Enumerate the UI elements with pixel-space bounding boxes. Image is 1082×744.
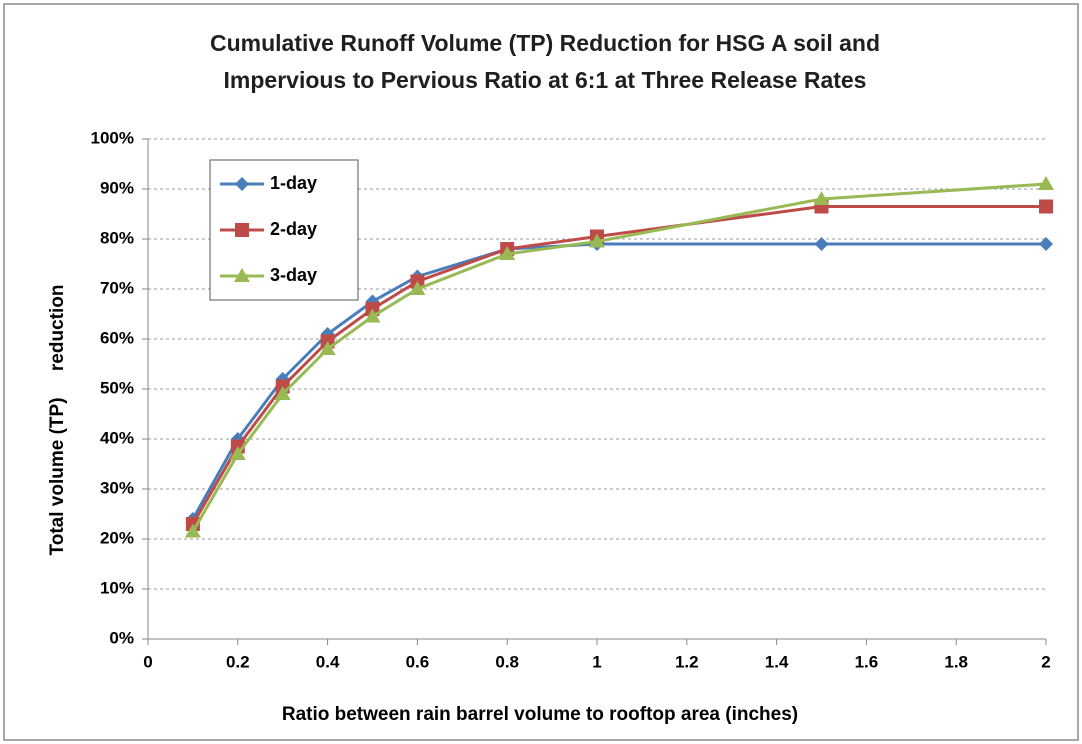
y-tick-label: 30% xyxy=(100,478,134,497)
x-tick-label: 1.8 xyxy=(944,652,968,671)
legend-label: 2-day xyxy=(270,219,317,239)
y-tick-label: 70% xyxy=(100,278,134,297)
x-tick-label: 1.6 xyxy=(855,652,879,671)
y-tick-label: 100% xyxy=(91,128,134,147)
x-tick-label: 0.8 xyxy=(495,652,519,671)
x-tick-label: 0.2 xyxy=(226,652,250,671)
legend-label: 1-day xyxy=(270,173,317,193)
x-tick-label: 1.2 xyxy=(675,652,699,671)
x-axis-label: Ratio between rain barrel volume to roof… xyxy=(282,704,798,725)
marker xyxy=(235,223,249,237)
marker xyxy=(813,191,830,205)
x-tick-label: 0 xyxy=(143,652,152,671)
marker xyxy=(319,341,336,355)
marker xyxy=(1039,237,1053,251)
chart-title: Impervious to Pervious Ratio at 6:1 at T… xyxy=(224,67,867,93)
x-tick-label: 1 xyxy=(592,652,601,671)
marker xyxy=(1039,199,1053,214)
marker xyxy=(229,446,246,460)
y-tick-label: 60% xyxy=(100,328,134,347)
x-tick-label: 1.4 xyxy=(765,652,789,671)
y-tick-label: 50% xyxy=(100,378,134,397)
marker xyxy=(499,246,516,260)
marker xyxy=(274,386,291,400)
chart-frame xyxy=(3,3,1079,741)
marker xyxy=(234,268,250,282)
y-tick-label: 40% xyxy=(100,428,134,447)
legend-label: 3-day xyxy=(270,265,317,285)
marker xyxy=(409,281,426,295)
marker xyxy=(589,233,605,248)
marker xyxy=(364,308,381,323)
marker xyxy=(184,523,201,538)
x-tick-label: 2 xyxy=(1041,652,1050,671)
y-tick-label: 80% xyxy=(100,228,134,247)
x-tick-label: 0.6 xyxy=(406,652,430,671)
series-line xyxy=(191,182,1047,533)
y-tick-label: 0% xyxy=(109,628,134,647)
marker xyxy=(1038,176,1054,190)
x-tick-label: 0.4 xyxy=(316,652,340,671)
chart-title: Cumulative Runoff Volume (TP) Reduction … xyxy=(210,30,880,56)
y-axis-label: Total volume (TP) reduction xyxy=(47,285,68,556)
y-tick-label: 90% xyxy=(100,178,134,197)
y-tick-label: 10% xyxy=(100,578,134,597)
series-line xyxy=(191,242,1046,520)
y-tick-label: 20% xyxy=(100,528,134,547)
marker xyxy=(235,177,249,191)
marker xyxy=(814,237,829,251)
